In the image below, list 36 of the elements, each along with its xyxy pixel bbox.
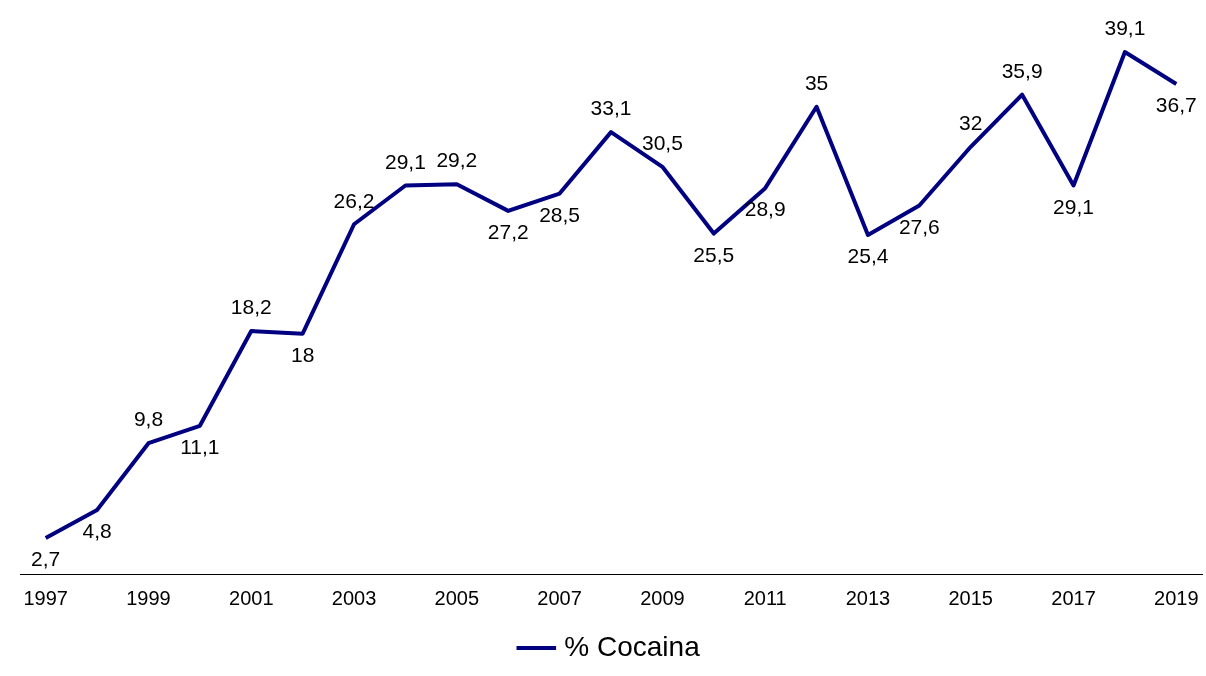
data-label: 30,5: [641, 131, 683, 155]
x-tick-label: 2011: [743, 586, 787, 609]
x-tick-label: 1999: [126, 586, 171, 609]
x-tick-label: 2007: [537, 586, 582, 609]
data-label: 26,2: [333, 188, 375, 212]
data-label: 35: [804, 71, 829, 95]
data-label: 18: [290, 343, 315, 366]
x-tick-label: 2009: [640, 586, 685, 609]
data-label: 35,9: [1001, 59, 1043, 83]
data-label: 28,9: [744, 197, 786, 221]
data-label: 9,8: [133, 407, 164, 431]
data-label: 25,4: [847, 244, 889, 268]
data-label: 39,1: [1104, 16, 1146, 40]
x-tick-label: 2019: [1154, 586, 1199, 609]
data-label: 18,2: [230, 295, 272, 319]
x-tick-label: 2015: [948, 586, 993, 609]
data-label: 29,1: [1053, 194, 1094, 218]
data-label: 2,7: [31, 547, 61, 571]
data-label: 27,2: [487, 220, 529, 244]
data-label: 4,8: [82, 519, 112, 543]
x-tick-label: 2001: [229, 586, 274, 609]
legend-label: % Cocaina: [564, 630, 701, 662]
data-label: 28,5: [539, 202, 581, 226]
data-label: 11,1: [180, 435, 220, 459]
x-tick-label: 2013: [845, 586, 891, 609]
x-tick-label: 2003: [331, 586, 377, 609]
x-tick-label: 1997: [23, 586, 68, 609]
data-label: 25,5: [693, 242, 735, 266]
data-label: 29,1: [385, 149, 426, 173]
data-label: 32: [959, 111, 983, 135]
data-label: 27,6: [898, 214, 940, 238]
x-tick-label: 2005: [434, 586, 480, 609]
x-tick-label: 2017: [1051, 586, 1096, 609]
data-label: 36,7: [1155, 93, 1197, 117]
data-label: 29,2: [436, 148, 478, 172]
data-label: 33,1: [590, 96, 632, 120]
